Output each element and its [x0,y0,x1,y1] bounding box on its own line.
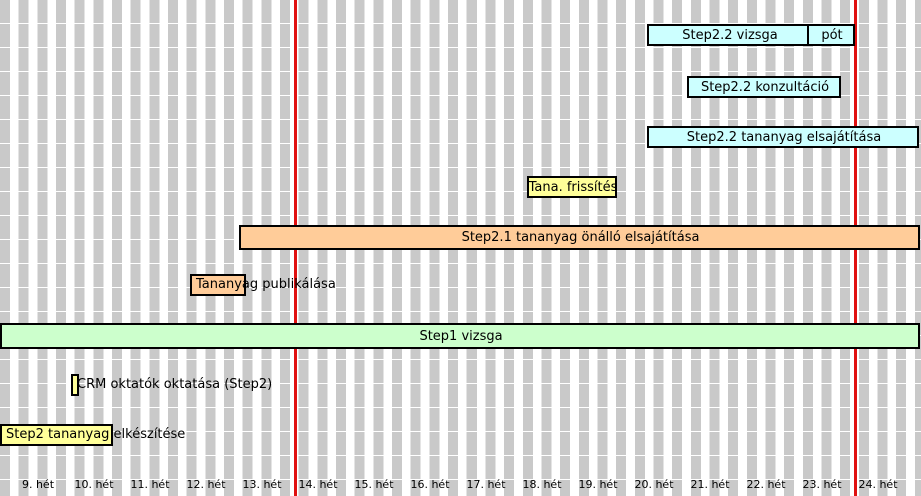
week-label: 13. hét [242,478,282,491]
task-bar-step2-2-vizsga[interactable]: Step2.2 vizsga pót [647,24,855,46]
week-label: 12. hét [186,478,226,491]
task-label: Tananyag publikálása [196,277,336,292]
week-label: 14. hét [298,478,338,491]
week-label: 20. hét [634,478,674,491]
task-bar-step2-keszites[interactable]: Step2 tananyag elkészítése [0,424,185,446]
task-label: Step2.2 vizsga [682,27,778,43]
week-label: 16. hét [410,478,450,491]
week-label: 23. hét [802,478,842,491]
week-label: 22. hét [746,478,786,491]
week-label: 18. hét [522,478,562,491]
task-label: CRM oktatók oktatása (Step2) [77,377,273,392]
task-label: Step2 tananyag elkészítése [6,427,186,442]
task-bar-step2-2-konzultacio[interactable]: Step2.2 konzultáció [687,76,841,98]
task-bar-step2-1-tananyag[interactable]: Step2.1 tananyag önálló elsajátítása [239,225,920,250]
task-bar-step1-vizsga[interactable]: Step1 vizsga [0,323,920,349]
task-bar-step2-2-tananyag[interactable]: Step2.2 tananyag elsajátítása [647,126,919,148]
task-bar-crm-oktatok[interactable]: CRM oktatók oktatása (Step2) [71,374,272,396]
week-label: 17. hét [466,478,506,491]
task-label: Step2.2 konzultáció [700,79,830,95]
week-label: 10. hét [74,478,114,491]
task-label: Tana. frissítés [528,179,618,195]
task-bar-tananyag-publikalasa[interactable]: Tananyag publikálása [190,274,336,296]
week-label: 24. hét [858,478,898,491]
task-label: Step2.1 tananyag önálló elsajátítása [461,230,700,245]
task-bar-tana-frissites[interactable]: Tana. frissítés [527,176,617,198]
week-label: 11. hét [130,478,170,491]
week-label: 21. hét [690,478,730,491]
task-label: Step1 vizsga [419,328,503,344]
week-label: 9. hét [21,478,55,491]
task-label: Step2.2 tananyag elsajátítása [686,129,882,145]
week-label: 15. hét [354,478,394,491]
week-label: 19. hét [578,478,618,491]
task-divider [807,26,809,44]
task-label: pót [821,27,843,43]
